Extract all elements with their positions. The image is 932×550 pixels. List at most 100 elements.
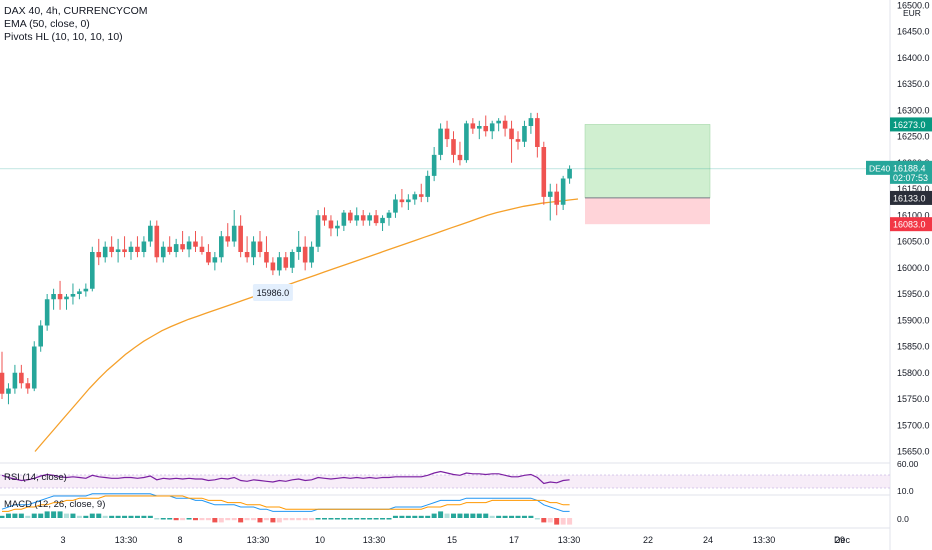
candle-body[interactable]	[186, 241, 192, 250]
candle-body[interactable]	[502, 120, 508, 129]
candle-body[interactable]	[238, 225, 243, 252]
candle-body[interactable]	[554, 191, 559, 205]
candle-body[interactable]	[302, 246, 308, 263]
candle-body[interactable]	[57, 294, 63, 300]
candle-body[interactable]	[296, 246, 301, 252]
candle-body[interactable]	[244, 252, 250, 258]
candle-body[interactable]	[522, 126, 527, 142]
candle-body[interactable]	[380, 217, 385, 224]
candle-body[interactable]	[77, 291, 82, 294]
candle-body[interactable]	[283, 257, 289, 268]
candle-body[interactable]	[322, 215, 327, 221]
ema-indicator-label[interactable]: EMA (50, close, 0)	[4, 18, 90, 30]
candle-body[interactable]	[264, 252, 269, 263]
candle-body[interactable]	[167, 246, 172, 252]
candle-body[interactable]	[251, 241, 256, 258]
candle-body[interactable]	[70, 294, 76, 297]
candle-body[interactable]	[406, 199, 411, 203]
candle-body[interactable]	[128, 246, 134, 252]
candle-body[interactable]	[515, 139, 521, 142]
candle-body[interactable]	[154, 225, 160, 258]
candle-body[interactable]	[141, 241, 147, 253]
candle-body[interactable]	[38, 325, 43, 347]
candle-body[interactable]	[225, 236, 231, 242]
ema-line[interactable]	[34, 198, 579, 452]
candle-body[interactable]	[199, 246, 205, 252]
candle-body[interactable]	[219, 236, 224, 258]
candle-body[interactable]	[444, 128, 450, 140]
candle-body[interactable]	[309, 246, 314, 263]
candle-body[interactable]	[335, 225, 340, 229]
candle-body[interactable]	[315, 215, 321, 247]
candle-body[interactable]	[418, 194, 424, 197]
candle-body[interactable]	[451, 139, 456, 155]
candle-body[interactable]	[328, 220, 334, 229]
candle-body[interactable]	[289, 252, 295, 268]
candle-body[interactable]	[122, 249, 127, 252]
candle-body[interactable]	[193, 241, 198, 247]
candle-body[interactable]	[483, 126, 489, 132]
candle-body[interactable]	[12, 372, 18, 389]
candle-body[interactable]	[354, 215, 360, 221]
candle-body[interactable]	[438, 128, 443, 155]
candle-body[interactable]	[509, 128, 514, 140]
candle-body[interactable]	[206, 252, 211, 263]
candle-body[interactable]	[51, 294, 56, 300]
candle-body[interactable]	[567, 168, 572, 179]
candle-body[interactable]	[231, 225, 237, 242]
candle-body[interactable]	[135, 246, 140, 252]
candle-body[interactable]	[44, 299, 50, 326]
candle-body[interactable]	[399, 199, 405, 203]
candle-body[interactable]	[341, 212, 347, 226]
candle-body[interactable]	[386, 212, 392, 218]
macd-line[interactable]	[1, 493, 570, 512]
candle-body[interactable]	[25, 383, 31, 389]
candle-body[interactable]	[277, 257, 282, 271]
candle-body[interactable]	[373, 215, 379, 224]
candle-body[interactable]	[464, 123, 469, 161]
rsi-line[interactable]	[1, 470, 570, 485]
candle-body[interactable]	[109, 246, 114, 252]
candle-body[interactable]	[115, 249, 121, 252]
signal-line[interactable]	[2, 495, 570, 512]
candle-body[interactable]	[160, 246, 166, 258]
candle-body[interactable]	[560, 178, 566, 205]
candle-body[interactable]	[270, 262, 276, 271]
candle-body[interactable]	[477, 126, 482, 129]
pivots-indicator-label[interactable]: Pivots HL (10, 10, 10, 10)	[4, 31, 123, 43]
candle-body[interactable]	[0, 372, 5, 394]
candle-body[interactable]	[212, 257, 218, 263]
candle-body[interactable]	[528, 118, 534, 126]
candle-body[interactable]	[367, 215, 372, 221]
symbol-title[interactable]: DAX 40, 4h, CURRENCYCOM	[4, 5, 148, 17]
candle-body[interactable]	[148, 225, 153, 242]
candle-body[interactable]	[425, 175, 430, 197]
candle-body[interactable]	[348, 212, 353, 221]
candle-body[interactable]	[412, 194, 418, 200]
candle-body[interactable]	[83, 288, 89, 292]
candle-body[interactable]	[90, 252, 95, 289]
candle-body[interactable]	[19, 372, 24, 384]
candle-body[interactable]	[457, 154, 463, 161]
candle-body[interactable]	[360, 215, 366, 221]
candle-body[interactable]	[180, 244, 185, 250]
candle-body[interactable]	[173, 244, 179, 252]
candle-body[interactable]	[489, 123, 495, 132]
candle-body[interactable]	[257, 241, 263, 253]
candle-body[interactable]	[102, 246, 108, 258]
stop-zone[interactable]	[585, 197, 710, 225]
candle-body[interactable]	[431, 154, 437, 176]
candle-body[interactable]	[393, 199, 398, 213]
candle-body[interactable]	[541, 147, 547, 197]
candle-body[interactable]	[96, 252, 102, 258]
candle-body[interactable]	[535, 118, 540, 147]
candle-body[interactable]	[470, 123, 476, 129]
candle-body[interactable]	[547, 191, 553, 197]
target-zone[interactable]	[584, 124, 711, 199]
time-tick-label: 24	[703, 535, 713, 545]
candle-body[interactable]	[31, 346, 37, 389]
candle-body[interactable]	[64, 296, 69, 300]
candle-body[interactable]	[6, 388, 11, 394]
candle-body[interactable]	[496, 120, 501, 124]
